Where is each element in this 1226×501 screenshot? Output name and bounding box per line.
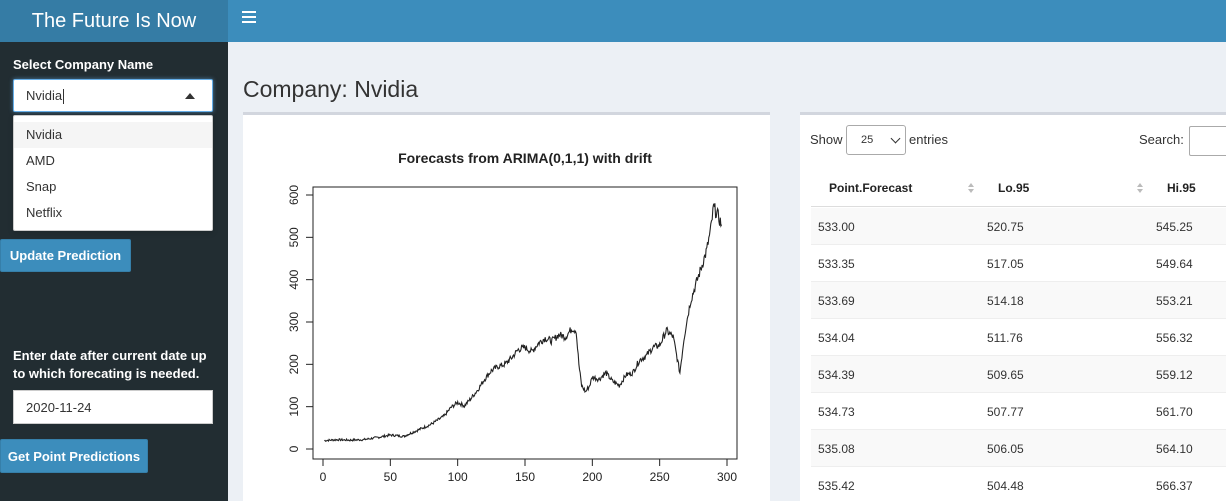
x-tick-label: 300: [717, 470, 737, 484]
table-cell: 504.48: [987, 479, 1024, 493]
update-prediction-button[interactable]: Update Prediction: [0, 239, 131, 272]
company-select[interactable]: Nvidia: [13, 79, 213, 112]
chevron-down-icon: [890, 133, 901, 144]
table-row[interactable]: 535.42 504.48 566.37: [811, 467, 1226, 501]
table-cell: 535.42: [818, 479, 855, 493]
menu-toggle-icon[interactable]: [242, 11, 256, 23]
chart-title: Forecasts from ARIMA(0,1,1) with drift: [398, 150, 652, 166]
company-dropdown-menu: Nvidia AMD Snap Netflix: [13, 115, 213, 231]
search-label: Search:: [1139, 132, 1184, 147]
table-cell: 559.12: [1156, 368, 1193, 382]
search-input[interactable]: [1189, 126, 1226, 156]
text-cursor: [63, 89, 65, 105]
forecast-chart: Forecasts from ARIMA(0,1,1) with drift 0…: [287, 150, 738, 484]
table-cell: 517.05: [987, 257, 1024, 271]
show-label: Show: [810, 132, 843, 147]
y-tick-label: 100: [287, 396, 301, 416]
table-row[interactable]: 533.35 517.05 549.64: [811, 245, 1226, 282]
date-input-label: Enter date after current date up to whic…: [13, 348, 207, 381]
column-header-lo95[interactable]: Lo.95: [998, 181, 1030, 195]
forecast-table-box: Show 25 entries Search: Point.Forecast L…: [800, 112, 1226, 501]
table-cell: 534.73: [818, 405, 855, 419]
series-line: [324, 202, 723, 443]
table-cell: 533.69: [818, 294, 855, 308]
table-cell: 564.10: [1156, 442, 1193, 456]
company-select-value: Nvidia: [26, 88, 63, 103]
table-cell: 509.65: [987, 368, 1024, 382]
company-option-amd[interactable]: AMD: [26, 153, 55, 168]
table-body: 533.00 520.75 545.25 533.35 517.05 549.64 533.…: [811, 208, 1226, 501]
table-cell: 545.25: [1156, 220, 1193, 234]
y-tick-label: 300: [287, 312, 301, 332]
company-option-snap[interactable]: Snap: [26, 179, 57, 194]
table-cell: 549.64: [1156, 257, 1193, 271]
table-cell: 507.77: [987, 405, 1024, 419]
table-cell: 534.04: [818, 331, 855, 345]
column-header-point-forecast[interactable]: Point.Forecast: [829, 181, 913, 195]
x-tick-label: 0: [320, 470, 327, 484]
entries-length-value: 25: [861, 134, 874, 146]
x-tick-label: 150: [515, 470, 535, 484]
table-cell: 520.75: [987, 220, 1024, 234]
company-select-label: Select Company Name: [13, 57, 154, 72]
table-cell: 514.18: [987, 294, 1024, 308]
table-row[interactable]: 534.73 507.77 561.70: [811, 393, 1226, 430]
app-logo[interactable]: The Future Is Now: [0, 0, 228, 42]
table-cell: 534.39: [818, 368, 855, 382]
table-cell: 511.76: [987, 331, 1023, 345]
table-cell: 556.32: [1156, 331, 1193, 345]
y-tick-label: 600: [287, 185, 301, 205]
plot-frame: [312, 186, 738, 460]
page-title: Company: Nvidia: [243, 76, 419, 102]
y-tick-label: 500: [287, 227, 301, 247]
date-input[interactable]: 2020-11-24: [13, 390, 213, 424]
table-cell: 566.37: [1156, 479, 1193, 493]
top-navbar: [228, 0, 1226, 42]
x-tick-label: 200: [582, 470, 602, 484]
x-tick-label: 250: [650, 470, 670, 484]
company-option-netflix[interactable]: Netflix: [26, 205, 63, 220]
column-header-hi95[interactable]: Hi.95: [1167, 181, 1196, 195]
caret-up-icon: [185, 93, 195, 99]
entries-label: entries: [909, 132, 949, 147]
company-option-nvidia[interactable]: Nvidia: [14, 122, 212, 148]
y-tick-label: 200: [287, 354, 301, 374]
table-cell: 561.70: [1156, 405, 1193, 419]
table-cell: 506.05: [987, 442, 1024, 456]
y-tick-label: 400: [287, 269, 301, 289]
table-row[interactable]: 534.04 511.76 556.32: [811, 319, 1226, 356]
table-row[interactable]: 535.08 506.05 564.10: [811, 430, 1226, 467]
sort-icon[interactable]: [968, 183, 974, 195]
x-tick-label: 100: [448, 470, 468, 484]
table-row[interactable]: 533.00 520.75 545.25: [811, 208, 1226, 245]
entries-length-select[interactable]: 25: [846, 125, 906, 155]
table-row[interactable]: 533.69 514.18 553.21: [811, 282, 1226, 319]
forecast-chart-box: Forecasts from ARIMA(0,1,1) with drift 0…: [243, 112, 770, 501]
sort-icon[interactable]: [1137, 183, 1143, 195]
x-tick-label: 50: [384, 470, 398, 484]
get-point-predictions-button[interactable]: Get Point Predictions: [0, 439, 148, 473]
table-row[interactable]: 534.39 509.65 559.12: [811, 356, 1226, 393]
table-cell: 535.08: [818, 442, 855, 456]
table-cell: 533.35: [818, 257, 855, 271]
y-tick-label: 0: [287, 445, 301, 452]
table-header: Point.Forecast Lo.95 Hi.95: [811, 171, 1226, 207]
table-cell: 533.00: [818, 220, 855, 234]
table-cell: 553.21: [1156, 294, 1193, 308]
